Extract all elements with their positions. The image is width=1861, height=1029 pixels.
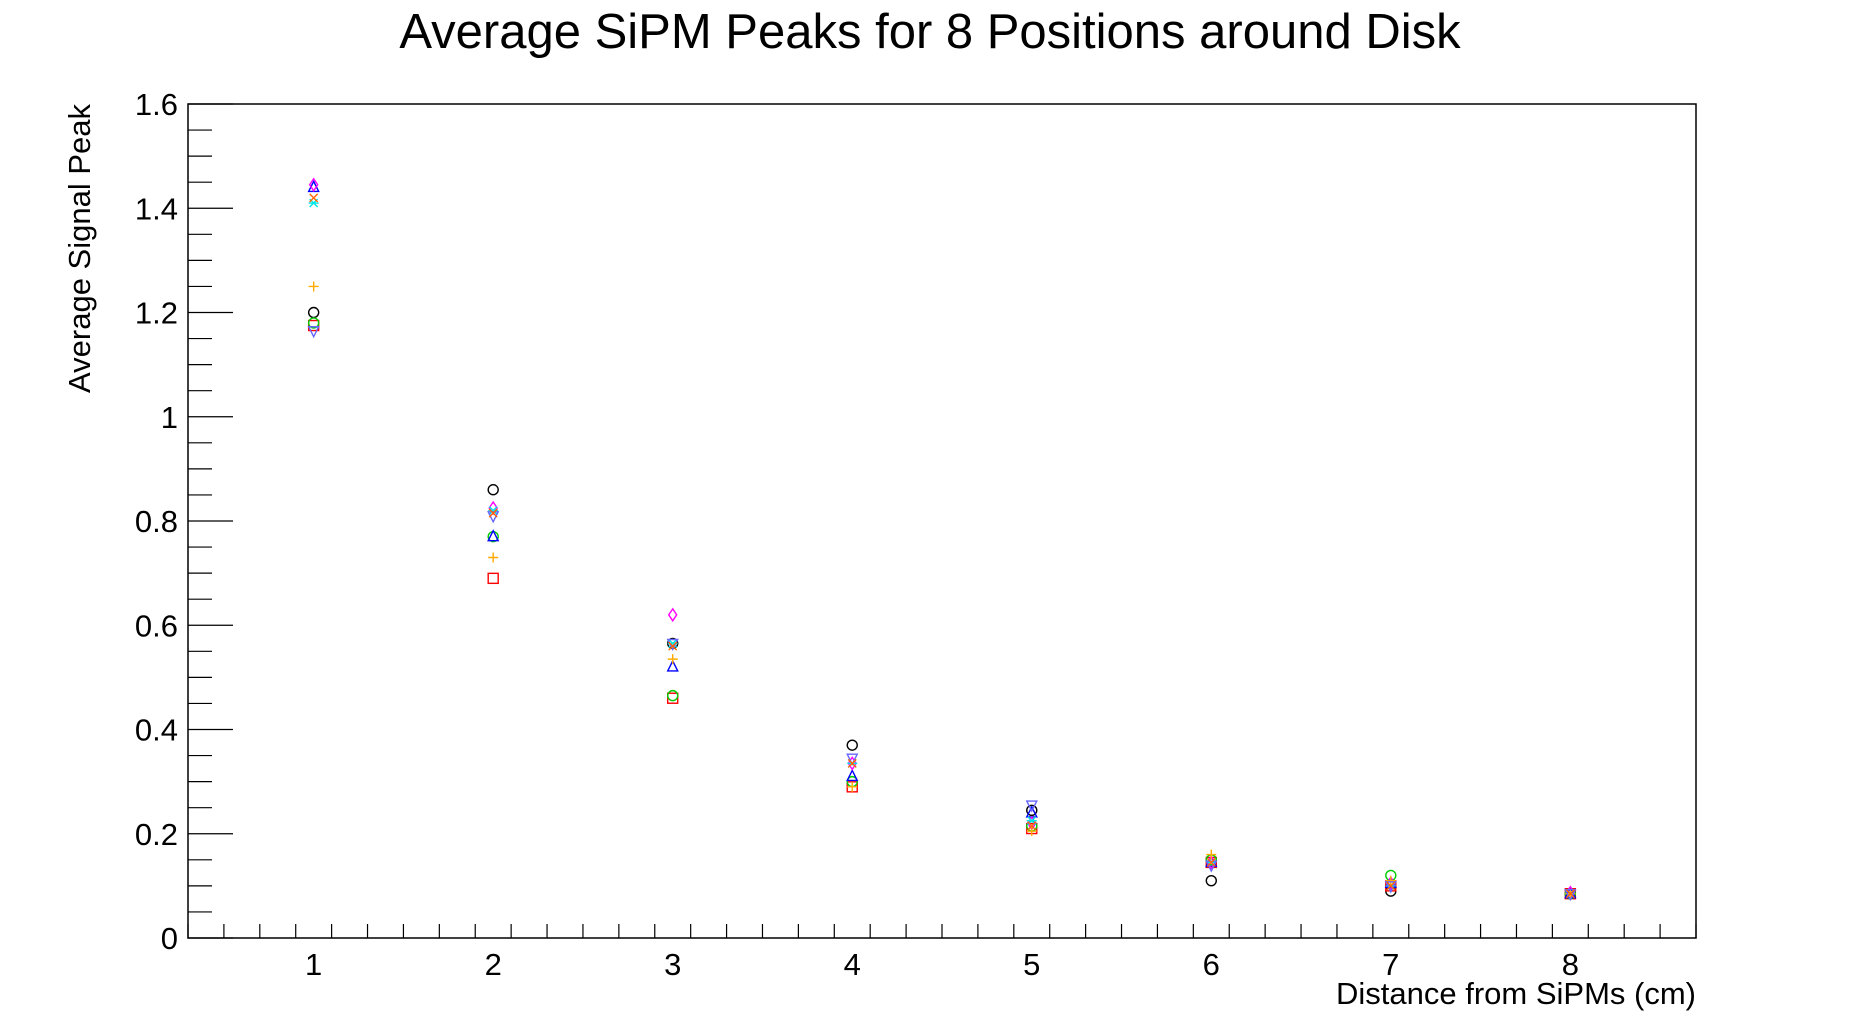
data-point: [308, 177, 319, 193]
x-tick-label: 5: [1023, 947, 1040, 982]
data-point: [1205, 874, 1217, 887]
x-tick-label: 4: [844, 947, 861, 982]
x-tick-label: 1: [305, 947, 322, 982]
data-point: [487, 572, 499, 585]
data-point: [1206, 857, 1216, 867]
data-point: [1025, 800, 1038, 813]
data-point: [488, 508, 498, 518]
data-point: [487, 511, 500, 524]
y-tick-label: 1.4: [135, 191, 178, 226]
y-tick-label: 1.6: [135, 87, 178, 122]
y-tick-label: 0.8: [135, 504, 178, 539]
data-point: [308, 281, 319, 292]
data-point: [488, 552, 499, 563]
data-point: [1205, 860, 1218, 873]
y-tick-label: 0.4: [135, 713, 178, 748]
data-point: [846, 753, 859, 766]
data-point: [667, 689, 679, 702]
data-point: [846, 739, 858, 751]
y-tick-label: 1: [161, 400, 178, 435]
data-point: [846, 768, 859, 782]
data-point: [1026, 804, 1038, 816]
axes: 0 0.2 0.4 0.6 0.8 1 1.2 1.4 1.6 1 2 3 4 5 6 7 8: [135, 87, 1697, 982]
data-point: [1026, 826, 1037, 837]
x-tick-label: 7: [1382, 947, 1399, 982]
data-point: [1027, 821, 1037, 831]
y-tick-label: 0.6: [135, 608, 178, 643]
data-point: [1384, 881, 1397, 894]
x-tick-label: 6: [1203, 947, 1220, 982]
data-point: [1385, 875, 1396, 886]
data-point: [309, 193, 319, 203]
data-point: [487, 484, 499, 496]
y-tick-label: 0: [161, 921, 178, 956]
data-point: [1564, 888, 1577, 902]
plot-frame: [187, 103, 1697, 939]
data-point: [847, 758, 857, 768]
data-point: [308, 198, 319, 208]
data-point: [307, 306, 320, 319]
x-tick-label: 3: [664, 947, 681, 982]
data-point: [1565, 889, 1575, 899]
y-axis-title: Average Signal Peak: [62, 104, 97, 393]
y-tick-label: 0.2: [135, 817, 178, 852]
data-point: [487, 529, 500, 542]
x-tick-label: 2: [485, 947, 502, 982]
x-tick-label: 8: [1562, 947, 1579, 982]
data-point: [307, 317, 320, 329]
chart-title: Average SiPM Peaks for 8 Positions aroun…: [399, 5, 1461, 59]
data-point: [307, 326, 320, 339]
data-point: [667, 607, 678, 623]
x-axis-title: Distance from SiPMs (cm): [1336, 976, 1696, 1011]
data-point: [1386, 881, 1396, 891]
data-point: [847, 781, 858, 792]
data-point: [668, 641, 678, 651]
data-point: [666, 638, 679, 652]
data-point: [666, 659, 679, 672]
data-point: [667, 654, 678, 665]
data-points: [307, 177, 1577, 902]
data-point: [1206, 849, 1217, 860]
y-tick-label: 1.2: [135, 296, 178, 331]
